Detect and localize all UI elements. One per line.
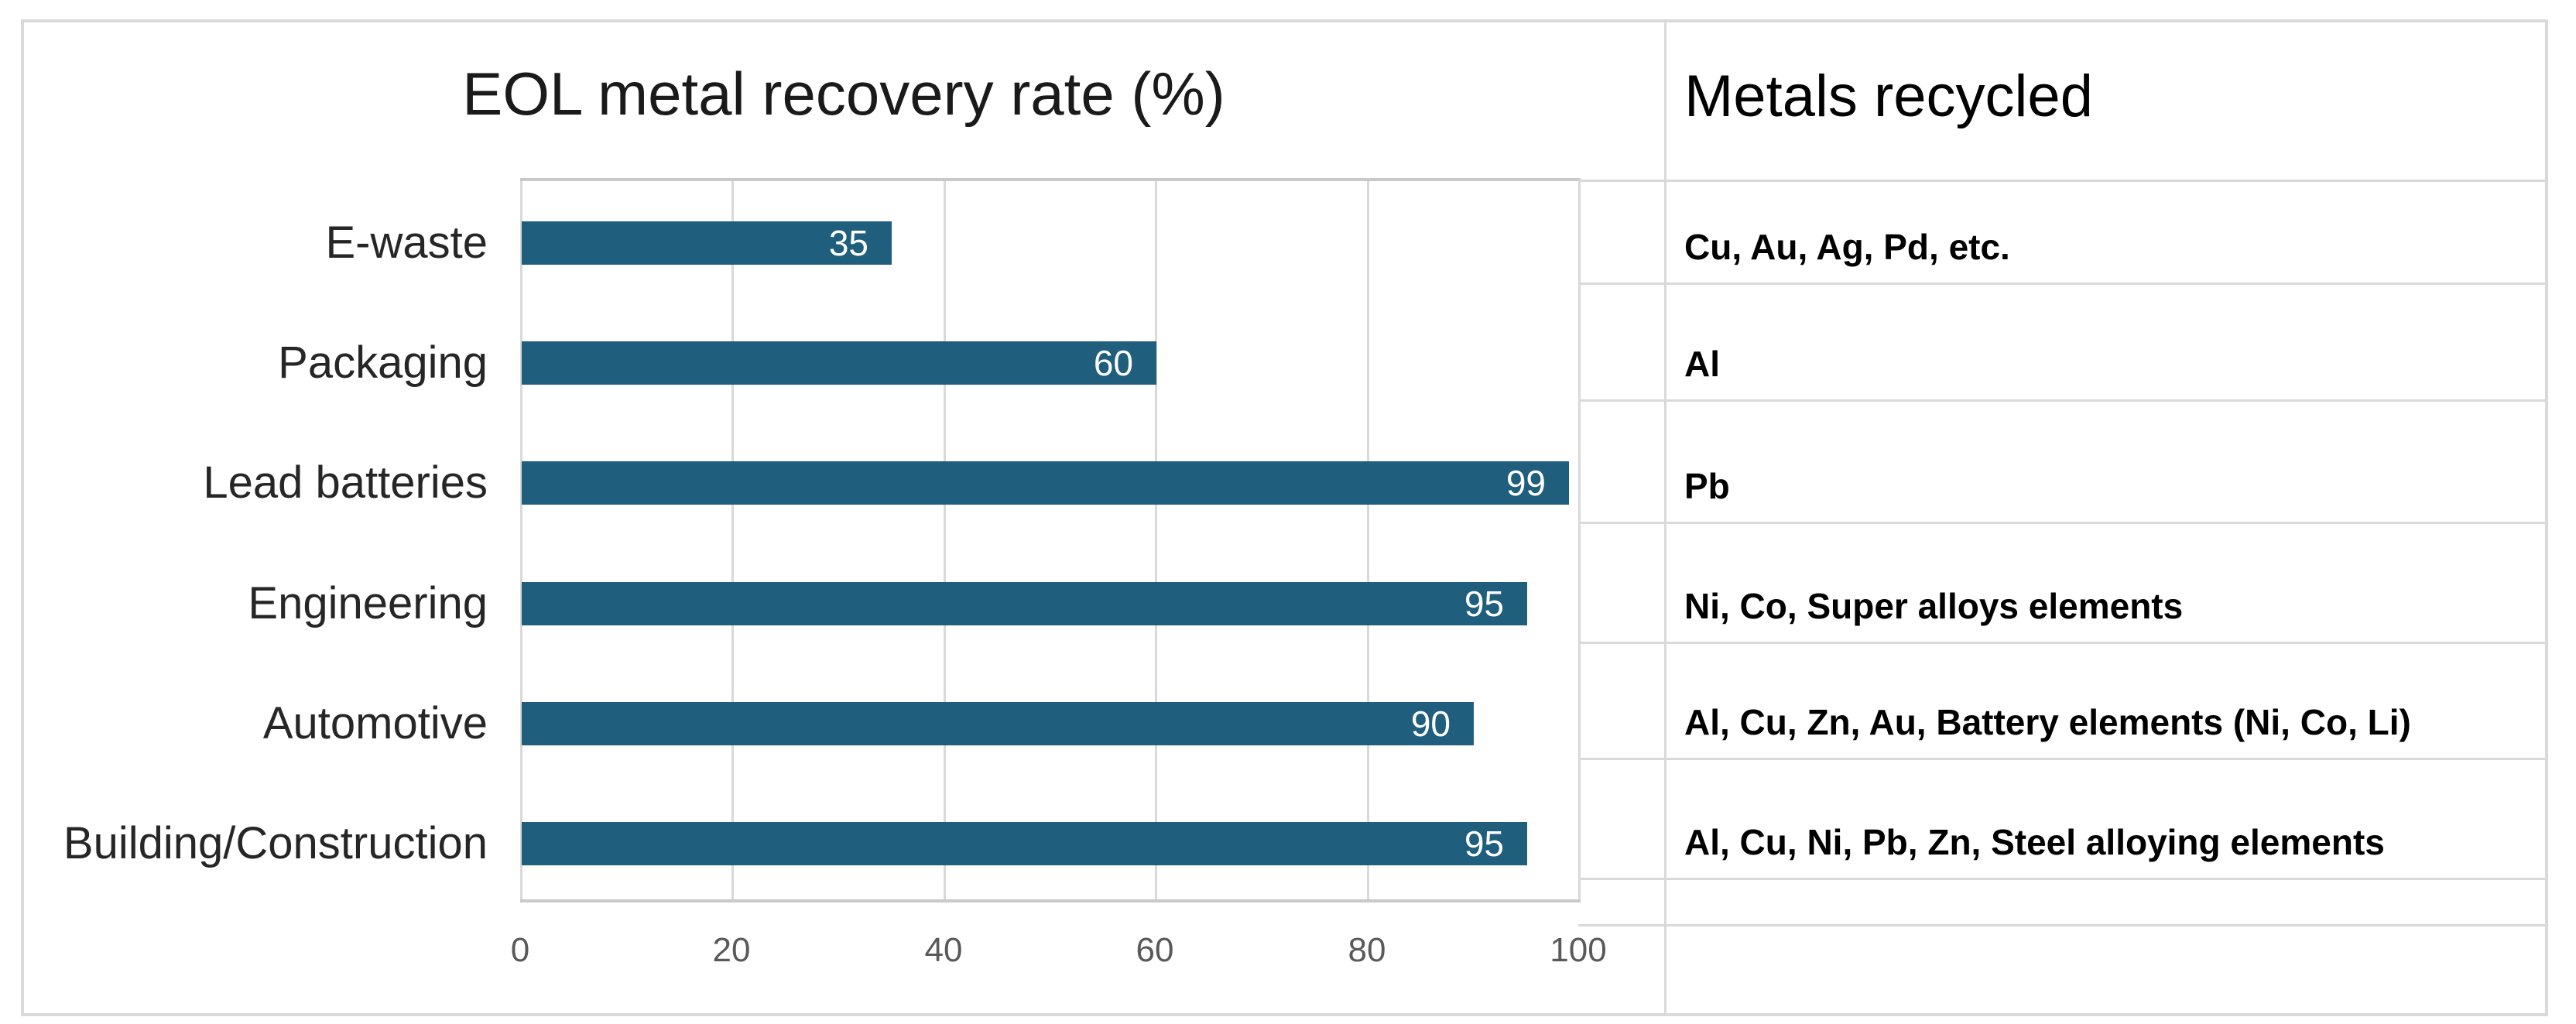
gridline-100 — [1578, 180, 1581, 901]
metals-cell-ewaste: Cu, Au, Ag, Pd, etc. — [1684, 227, 2010, 267]
row-separator — [1578, 758, 2548, 760]
row-separator — [1578, 878, 2548, 880]
bar-automotive: 90 — [522, 702, 1474, 745]
row-separator — [1578, 642, 2548, 644]
bar-value-label: 95 — [1464, 584, 1504, 624]
bar-value-label: 95 — [1464, 824, 1504, 864]
metals-cell-building: Al, Cu, Ni, Pb, Zn, Steel alloying eleme… — [1684, 822, 2385, 862]
x-tick-80: 80 — [1348, 931, 1386, 969]
bar-value-label: 35 — [828, 223, 868, 263]
x-tick-40: 40 — [924, 931, 963, 969]
metals-recycled-header: Metals recycled — [1684, 63, 2093, 129]
row-separator — [1578, 283, 2548, 285]
bar-leadbatteries: 99 — [522, 461, 1569, 505]
category-label-leadbatteries: Lead batteries — [203, 457, 488, 508]
x-tick-0: 0 — [510, 931, 530, 969]
bar-building: 95 — [522, 822, 1527, 865]
plot-top-edge — [520, 178, 1581, 181]
metals-cell-automotive: Al, Cu, Zn, Au, Battery elements (Ni, Co… — [1684, 702, 2411, 742]
category-label-building: Building/Construction — [63, 818, 488, 868]
chart-title: EOL metal recovery rate (%) — [462, 60, 1225, 128]
row-separator — [1578, 522, 2548, 524]
gridline-40 — [944, 180, 946, 901]
gridline-0 — [520, 180, 522, 901]
category-label-packaging: Packaging — [278, 337, 488, 388]
bar-value-label: 90 — [1410, 704, 1451, 744]
bar-value-label: 99 — [1506, 463, 1546, 503]
row-separator — [1578, 399, 2548, 402]
panel-divider-line — [1664, 19, 1667, 1016]
category-label-engineering: Engineering — [248, 578, 488, 628]
metals-cell-engineering: Ni, Co, Super alloys elements — [1684, 586, 2184, 626]
row-separator — [1578, 180, 2548, 182]
category-label-automotive: Automotive — [262, 698, 488, 748]
gridline-20 — [731, 180, 734, 901]
gridline-60 — [1155, 180, 1157, 901]
row-separator — [1578, 924, 2548, 926]
x-tick-100: 100 — [1550, 931, 1607, 969]
bar-packaging: 60 — [522, 341, 1156, 385]
gridline-80 — [1367, 180, 1369, 901]
bar-ewaste: 35 — [522, 221, 892, 265]
category-label-ewaste: E-waste — [325, 217, 488, 268]
x-tick-20: 20 — [712, 931, 751, 969]
metals-cell-leadbatteries: Pb — [1684, 466, 1730, 506]
metals-cell-packaging: Al — [1684, 344, 1720, 384]
plot-bottom-edge — [520, 899, 1581, 902]
bar-value-label: 60 — [1093, 343, 1133, 383]
figure-border — [21, 19, 2548, 1016]
bar-engineering: 95 — [522, 582, 1527, 625]
x-tick-60: 60 — [1136, 931, 1174, 969]
